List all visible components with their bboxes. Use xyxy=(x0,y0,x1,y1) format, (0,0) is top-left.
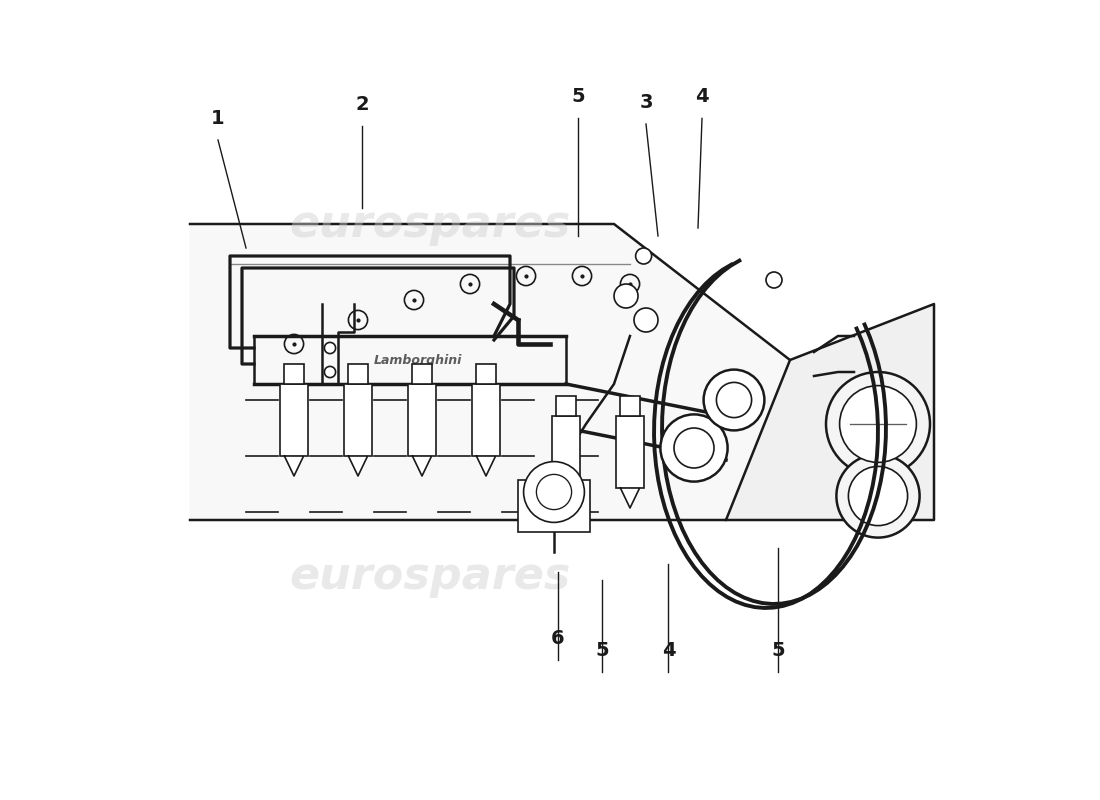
Bar xyxy=(412,364,431,384)
Text: 5: 5 xyxy=(595,641,608,660)
Bar xyxy=(349,364,367,384)
Circle shape xyxy=(716,382,751,418)
Text: 1: 1 xyxy=(211,109,224,128)
Polygon shape xyxy=(349,456,367,476)
Bar xyxy=(620,396,639,416)
Circle shape xyxy=(839,386,916,462)
Polygon shape xyxy=(412,456,431,476)
Text: Lamborghini: Lamborghini xyxy=(374,354,462,367)
Text: eurospares: eurospares xyxy=(289,554,571,598)
Bar xyxy=(343,384,373,456)
Bar xyxy=(557,396,575,416)
Polygon shape xyxy=(620,488,639,508)
Bar xyxy=(551,416,581,488)
Circle shape xyxy=(766,272,782,288)
Polygon shape xyxy=(285,456,304,476)
Circle shape xyxy=(848,466,908,526)
Text: 4: 4 xyxy=(695,87,708,106)
Polygon shape xyxy=(190,224,790,520)
Circle shape xyxy=(636,248,651,264)
Text: eurospares: eurospares xyxy=(289,202,571,246)
Text: 5: 5 xyxy=(771,641,784,660)
Polygon shape xyxy=(476,456,496,476)
Text: 5: 5 xyxy=(571,87,585,106)
Circle shape xyxy=(634,308,658,332)
Polygon shape xyxy=(557,488,575,508)
Text: 3: 3 xyxy=(639,93,652,112)
Polygon shape xyxy=(726,304,934,520)
Circle shape xyxy=(324,342,336,354)
Circle shape xyxy=(836,454,920,538)
Text: 6: 6 xyxy=(551,629,564,648)
Circle shape xyxy=(826,372,930,476)
Circle shape xyxy=(524,462,584,522)
Circle shape xyxy=(324,366,336,378)
Text: 2: 2 xyxy=(355,95,368,114)
Circle shape xyxy=(614,284,638,308)
Bar xyxy=(616,416,645,488)
Circle shape xyxy=(704,370,764,430)
Circle shape xyxy=(674,428,714,468)
Bar xyxy=(476,364,496,384)
Bar xyxy=(285,364,304,384)
Circle shape xyxy=(660,414,727,482)
Bar xyxy=(472,384,500,456)
Bar xyxy=(408,384,437,456)
Circle shape xyxy=(537,474,572,510)
Text: 4: 4 xyxy=(661,641,675,660)
Bar xyxy=(279,384,308,456)
Bar xyxy=(518,480,590,532)
